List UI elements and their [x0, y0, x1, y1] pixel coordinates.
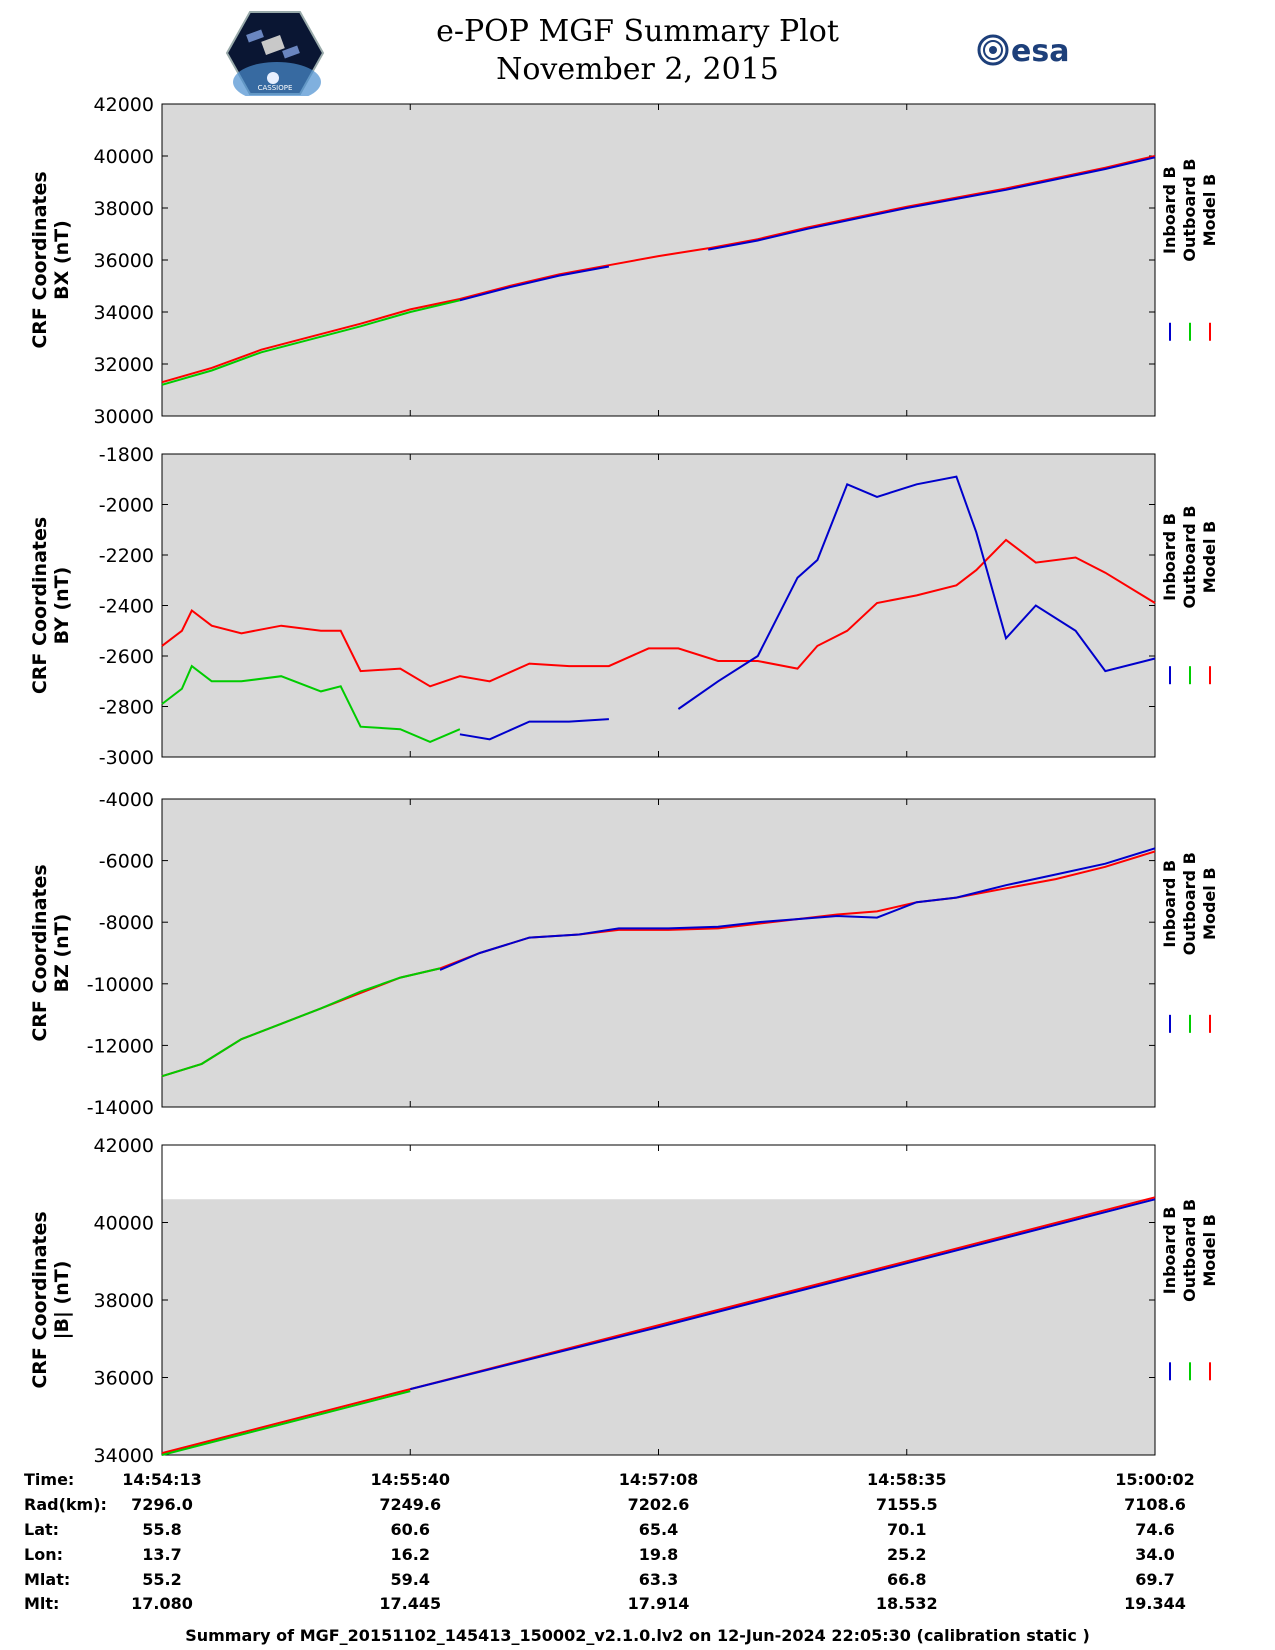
panel-2-legend-label: Inboard B — [1160, 860, 1179, 948]
panel-0-ylabel: BX (nT) — [51, 220, 73, 300]
panel-0-ytick-label: 38000 — [94, 198, 154, 220]
epop-logo-text: CASSIOPE — [258, 84, 293, 92]
panel-3-ytick-label: 38000 — [94, 1290, 154, 1312]
panel-0-ytick-label: 34000 — [94, 302, 154, 324]
panel-3-ytick-label: 36000 — [94, 1368, 154, 1390]
panel-2-legend-label: Outboard B — [1180, 852, 1199, 955]
epop-cassiope-logo: CASSIOPE — [225, 11, 325, 96]
panel-1-series-inboard-b — [459, 718, 609, 741]
panel-3-ylabel: CRF Coordinates — [29, 1211, 51, 1388]
panel-3-ytick-label: 42000 — [94, 1135, 154, 1157]
panel-1-legend-label: Model B — [1200, 521, 1219, 593]
esa-logo-text: esa — [1011, 34, 1069, 69]
panel-3-series-model-b — [161, 1196, 1156, 1455]
panel-2-ylabel: CRF Coordinates — [29, 864, 51, 1041]
esa-logo: esa — [977, 34, 1069, 69]
panel-1-ylabel: CRF Coordinates — [29, 517, 51, 694]
panel-3-ylabel: |B| (nT) — [51, 1261, 73, 1340]
panel-2-ytick-label: -10000 — [87, 974, 154, 996]
panel-1-ylabel: BY (nT) — [51, 567, 73, 645]
panel-1-ytick-label: -2800 — [99, 697, 154, 719]
footer-summary: Summary of MGF_20151102_145413_150002_v2… — [185, 1626, 1090, 1645]
panel-2-series-inboard-b — [439, 847, 1156, 971]
panel-3-series-inboard-b — [410, 1198, 1156, 1391]
panel-0-ytick-label: 36000 — [94, 250, 154, 272]
panel-0-legend-label: Outboard B — [1180, 159, 1199, 262]
panel-3-series-outboard-b — [161, 1390, 411, 1456]
panel-1-ytick-label: -2000 — [99, 495, 154, 517]
panel-2-ytick-label: -12000 — [87, 1035, 154, 1057]
panel-1-ytick-label: -2600 — [99, 646, 154, 668]
panel-0-legend-label: Inboard B — [1160, 166, 1179, 254]
panel-2-ytick-label: -8000 — [99, 912, 154, 934]
panel-0-ylabel: CRF Coordinates — [29, 171, 51, 348]
panel-2-ylabel: BZ (nT) — [51, 914, 73, 993]
panel-0-ytick-label: 42000 — [94, 94, 154, 116]
panel-0-legend-label: Model B — [1200, 174, 1219, 246]
panel-0-ytick-label: 40000 — [94, 146, 154, 168]
panel-2-ytick-label: -14000 — [87, 1097, 154, 1119]
panel-1-ytick-label: -2200 — [99, 545, 154, 567]
panel-0-ytick-label: 32000 — [94, 354, 154, 376]
panel-1-series-model-b — [161, 538, 1156, 688]
panel-1-series-inboard-b — [677, 475, 1156, 710]
panel-0-series-outboard-b — [161, 299, 461, 386]
panel-0-ytick-label: 30000 — [94, 406, 154, 428]
panel-2-legend-label: Model B — [1200, 867, 1219, 939]
panel-3-legend-label: Model B — [1200, 1214, 1219, 1286]
panel-3-ytick-label: 34000 — [94, 1445, 154, 1467]
panel-2-background — [162, 799, 1155, 1107]
page-title: e-POP MGF Summary Plot — [436, 14, 839, 49]
panel-3-legend-label: Inboard B — [1160, 1207, 1179, 1295]
page-subtitle: November 2, 2015 — [496, 52, 779, 87]
panel-1-ytick-label: -3000 — [99, 747, 154, 769]
panel-1-series-outboard-b — [161, 664, 461, 743]
panel-0-series-inboard-b — [459, 265, 610, 302]
panel-2-series-outboard-b — [161, 967, 441, 1078]
panel-2-ytick-label: -4000 — [99, 789, 154, 811]
panel-0-series-inboard-b — [708, 156, 1156, 251]
panel-1-background — [162, 454, 1155, 757]
panel-1-legend-label: Inboard B — [1160, 513, 1179, 601]
panel-1-ytick-label: -2400 — [99, 596, 154, 618]
panel-0-series-model-b — [161, 155, 1156, 384]
panel-3-ytick-label: 40000 — [94, 1213, 154, 1235]
panel-1-ytick-label: -1800 — [99, 444, 154, 466]
panel-3-legend-label: Outboard B — [1180, 1199, 1199, 1302]
panel-2-ytick-label: -6000 — [99, 851, 154, 873]
panel-0-background — [162, 104, 1155, 416]
panel-1-legend-label: Outboard B — [1180, 506, 1199, 609]
